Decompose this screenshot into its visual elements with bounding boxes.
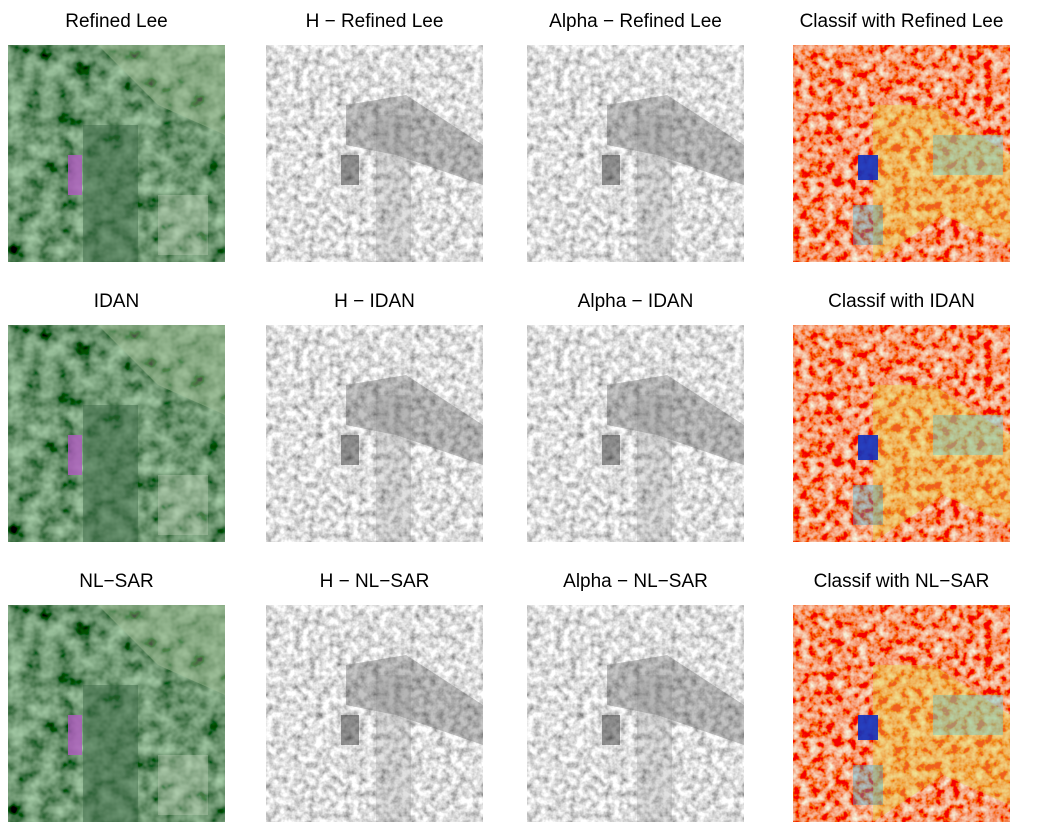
image-detail	[873, 665, 1010, 822]
panel: H − Refined Lee	[266, 11, 483, 262]
panel-image	[793, 45, 1010, 262]
panel-title: Classif with IDAN	[828, 291, 975, 312]
panel-image	[793, 605, 1010, 822]
image-detail	[98, 605, 225, 695]
panel: Refined Lee	[8, 11, 225, 262]
image-detail	[376, 115, 411, 262]
panel: Alpha − Refined Lee	[527, 11, 744, 262]
image-detail	[873, 105, 1010, 262]
image-detail	[68, 435, 82, 475]
panel: NL−SAR	[8, 571, 225, 822]
image-detail	[637, 115, 672, 262]
panel: IDAN	[8, 291, 225, 542]
panel-image	[527, 45, 744, 262]
image-detail	[853, 485, 883, 525]
image-detail	[858, 435, 878, 460]
panel: Alpha − IDAN	[527, 291, 744, 542]
image-detail	[158, 195, 208, 255]
image-detail	[83, 125, 138, 262]
image-detail	[607, 655, 744, 745]
image-detail	[602, 155, 620, 185]
panel-title: H − NL−SAR	[320, 571, 430, 592]
image-detail	[341, 715, 359, 745]
image-detail	[637, 395, 672, 542]
image-detail	[858, 155, 878, 180]
panel-image	[527, 325, 744, 542]
panel: H − IDAN	[266, 291, 483, 542]
panel-title: H − Refined Lee	[306, 11, 444, 32]
panel-title: Classif with Refined Lee	[800, 11, 1004, 32]
image-detail	[158, 475, 208, 535]
panel-title: H − IDAN	[334, 291, 415, 312]
image-detail	[602, 715, 620, 745]
image-detail	[83, 405, 138, 542]
image-detail	[341, 155, 359, 185]
image-detail	[376, 675, 411, 822]
image-detail	[853, 765, 883, 805]
panel-title: Alpha − NL−SAR	[563, 571, 708, 592]
panel-title: Alpha − Refined Lee	[549, 11, 722, 32]
image-detail	[602, 435, 620, 465]
image-detail	[346, 375, 483, 465]
image-detail	[68, 155, 82, 195]
panel: Classif with IDAN	[793, 291, 1010, 542]
panel: Classif with NL−SAR	[793, 571, 1010, 822]
panel-title: NL−SAR	[79, 571, 153, 592]
image-detail	[98, 45, 225, 135]
panel-image	[527, 605, 744, 822]
panel-image	[793, 325, 1010, 542]
image-detail	[637, 675, 672, 822]
image-detail	[853, 205, 883, 245]
panel-image	[266, 325, 483, 542]
panel-image	[266, 605, 483, 822]
image-detail	[346, 655, 483, 745]
panel: H − NL−SAR	[266, 571, 483, 822]
image-detail	[376, 395, 411, 542]
image-detail	[933, 135, 1003, 175]
image-detail	[83, 685, 138, 822]
image-detail	[158, 755, 208, 815]
image-detail	[933, 695, 1003, 735]
image-detail	[607, 95, 744, 185]
panel-title: IDAN	[94, 291, 139, 312]
image-detail	[68, 715, 82, 755]
image-detail	[607, 375, 744, 465]
image-detail	[341, 435, 359, 465]
panel-title: Classif with NL−SAR	[814, 571, 990, 592]
image-detail	[98, 325, 225, 415]
image-detail	[858, 715, 878, 740]
image-detail	[873, 385, 1010, 542]
panel-image	[266, 45, 483, 262]
panel-title: Alpha − IDAN	[578, 291, 694, 312]
panel: Alpha − NL−SAR	[527, 571, 744, 822]
panel-title: Refined Lee	[65, 11, 167, 32]
image-detail	[933, 415, 1003, 455]
image-detail	[346, 95, 483, 185]
panel: Classif with Refined Lee	[793, 11, 1010, 262]
